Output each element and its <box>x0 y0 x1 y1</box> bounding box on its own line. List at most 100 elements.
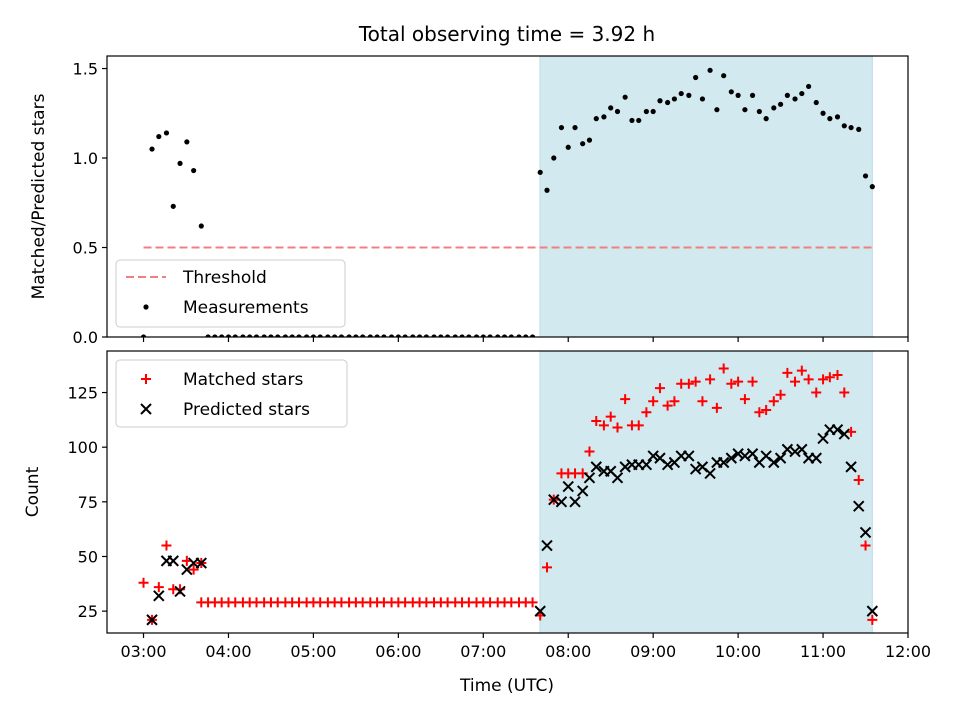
legend-box <box>115 259 346 328</box>
data-point <box>834 114 841 120</box>
data-point-plus <box>654 383 665 394</box>
data-point-x <box>619 461 631 473</box>
data-point <box>650 108 656 115</box>
data-point <box>508 334 514 337</box>
data-point <box>325 334 331 337</box>
legend-label: Measurements <box>183 298 309 318</box>
legend-label: Matched stars <box>183 370 303 390</box>
y-tick-label: 0.0 <box>73 328 98 347</box>
data-point-plus <box>633 420 644 431</box>
x-tick-label: 04:00 <box>205 642 251 661</box>
plot-area <box>138 363 879 626</box>
data-point <box>212 334 218 337</box>
data-point <box>799 90 805 97</box>
data-point-x <box>810 452 822 464</box>
data-point-x <box>569 496 581 508</box>
data-point <box>205 334 211 337</box>
data-point-x <box>153 590 165 602</box>
data-point-plus <box>832 370 843 381</box>
data-point <box>219 334 225 337</box>
data-point-x <box>562 480 574 493</box>
data-point <box>784 92 790 98</box>
data-point <box>841 123 847 129</box>
data-point <box>367 334 373 337</box>
data-point <box>608 105 614 111</box>
data-point <box>275 334 281 337</box>
data-point-plus <box>803 374 814 385</box>
data-point-plus <box>860 540 871 551</box>
data-point <box>310 334 317 337</box>
data-point <box>529 334 536 337</box>
data-point-x <box>590 461 602 473</box>
data-point-x <box>838 428 851 440</box>
observing-window-shade <box>539 350 873 634</box>
data-point-x <box>683 450 695 462</box>
data-point <box>749 92 756 98</box>
data-point <box>261 334 267 337</box>
data-point-plus <box>824 372 835 383</box>
data-point <box>728 89 734 95</box>
data-point <box>177 160 183 166</box>
data-point <box>614 108 621 115</box>
data-point-x <box>689 463 702 475</box>
legend-label: Predicted stars <box>183 400 310 420</box>
y-tick-label: 25 <box>78 602 98 621</box>
data-point-plus <box>739 394 750 405</box>
data-point-x <box>768 456 780 469</box>
data-point <box>170 203 176 209</box>
plot-area <box>140 67 875 337</box>
x-axis-title: Time (UTC) <box>459 676 554 696</box>
data-point <box>253 334 260 337</box>
data-point-plus <box>612 422 623 433</box>
data-point <box>565 144 571 150</box>
data-point <box>232 334 238 337</box>
data-point-x <box>859 526 872 539</box>
data-point-plus <box>790 376 801 387</box>
data-point <box>763 116 769 122</box>
data-point-plus <box>648 396 659 407</box>
data-point <box>707 67 713 73</box>
data-point <box>856 126 862 132</box>
data-point-x <box>195 557 207 569</box>
data-point-plus <box>775 389 786 400</box>
data-point <box>742 107 748 113</box>
data-point <box>686 92 692 98</box>
data-point <box>580 141 586 147</box>
data-point-x <box>732 448 744 460</box>
data-point <box>338 334 345 337</box>
count-panel: 25 50 75 100 125 03:00 04:00 05:00 06:00 07:00 08:… <box>23 350 931 661</box>
data-point <box>777 101 784 107</box>
data-point-x <box>831 423 844 436</box>
data-point <box>198 223 204 229</box>
data-point-plus <box>188 564 199 575</box>
data-point-plus <box>811 387 822 398</box>
data-point-plus <box>761 405 772 416</box>
data-point <box>459 334 465 337</box>
data-point <box>225 334 232 337</box>
ratio-panel: 0.0 0.5 1.0 1.5 Matched/Predicted stars Thres… <box>29 55 909 347</box>
data-point <box>289 334 295 337</box>
data-point <box>452 334 458 337</box>
x-tick-label: 07:00 <box>460 642 506 661</box>
data-point-plus <box>768 396 779 407</box>
data-point-x <box>640 458 653 471</box>
data-point <box>395 334 401 337</box>
data-point-plus <box>867 614 878 625</box>
data-point <box>813 99 819 106</box>
data-point <box>156 133 162 140</box>
data-point <box>445 334 451 337</box>
data-point <box>558 124 565 131</box>
data-point-plus <box>584 446 595 457</box>
data-point <box>537 169 543 175</box>
data-point <box>140 334 147 337</box>
series-predicted-stars <box>146 423 879 626</box>
legend-matched-swatch <box>141 374 151 384</box>
data-point <box>296 334 302 337</box>
data-point <box>721 73 727 79</box>
y-tick-label: 100 <box>67 438 98 457</box>
data-point-x <box>647 450 659 462</box>
data-point-plus <box>591 415 602 426</box>
data-point <box>353 334 359 337</box>
data-point <box>374 334 380 337</box>
